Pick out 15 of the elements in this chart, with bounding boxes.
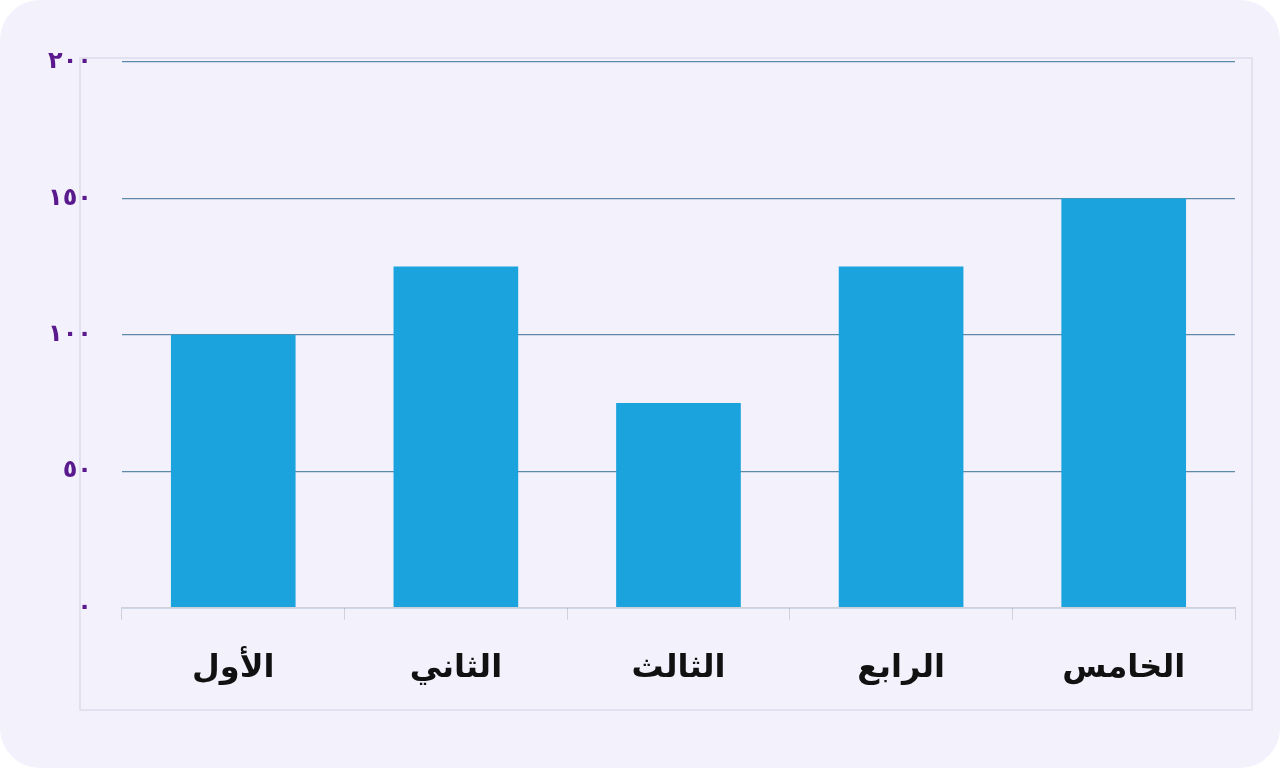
x-tick-label: الخامس: [1062, 647, 1186, 686]
bar: [838, 266, 964, 607]
y-tick-label: ١٥٠: [47, 182, 92, 211]
bar: [616, 403, 741, 607]
y-tick-label: ٢٠٠: [47, 46, 92, 75]
bar: [170, 334, 296, 607]
y-tick-label: ١٠٠: [47, 319, 92, 348]
bar: [1061, 198, 1187, 607]
x-tick-label: الثاني: [409, 647, 503, 686]
x-tick-label: الرابع: [857, 647, 945, 686]
x-tick-label: الأول: [192, 646, 275, 686]
x-tick-label: الثالث: [631, 647, 726, 686]
y-tick-label: ٠: [77, 591, 92, 620]
y-tick-label: ٥٠: [62, 455, 92, 484]
bar: [393, 266, 519, 607]
